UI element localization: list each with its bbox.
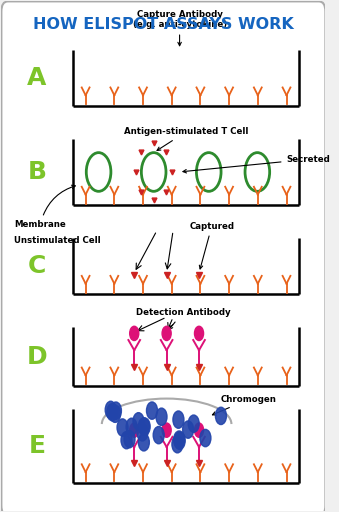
Circle shape [137,423,148,441]
Circle shape [105,401,116,418]
Circle shape [146,402,158,419]
Text: D: D [27,345,47,369]
Circle shape [130,326,139,340]
Circle shape [156,408,167,425]
Text: Captured: Captured [189,222,234,269]
Circle shape [200,430,211,446]
Text: C: C [28,254,46,278]
Circle shape [188,415,199,432]
Circle shape [173,411,184,428]
Circle shape [133,413,144,430]
Circle shape [111,402,121,419]
Circle shape [162,423,171,437]
Circle shape [172,436,183,453]
Circle shape [138,434,149,451]
Text: Antigen-stimulated T Cell: Antigen-stimulated T Cell [124,127,248,151]
Circle shape [195,326,203,340]
Text: Secreted: Secreted [183,155,330,173]
Text: HOW ELISPOT ASSAYS WORK: HOW ELISPOT ASSAYS WORK [33,17,294,32]
Circle shape [215,407,226,424]
Text: B: B [27,160,46,184]
Text: Membrane: Membrane [14,185,75,229]
Circle shape [138,418,149,435]
Circle shape [153,426,164,444]
Circle shape [174,432,185,450]
Circle shape [124,431,135,448]
Circle shape [126,418,137,436]
Circle shape [183,421,194,438]
Text: Chromogen: Chromogen [213,395,277,415]
Text: Unstimulated Cell: Unstimulated Cell [14,236,101,245]
Text: E: E [28,434,45,458]
Circle shape [121,432,132,449]
Circle shape [174,431,185,449]
Circle shape [162,326,171,340]
Circle shape [195,423,203,437]
Circle shape [107,403,118,421]
Text: Capture Antibody
(e.g. anti-cytokine): Capture Antibody (e.g. anti-cytokine) [133,10,227,46]
Circle shape [109,405,121,422]
Text: Detection Antibody: Detection Antibody [136,308,230,329]
Circle shape [139,418,150,435]
Circle shape [117,419,128,436]
FancyBboxPatch shape [1,2,325,512]
Text: A: A [27,66,47,90]
Circle shape [130,423,139,437]
